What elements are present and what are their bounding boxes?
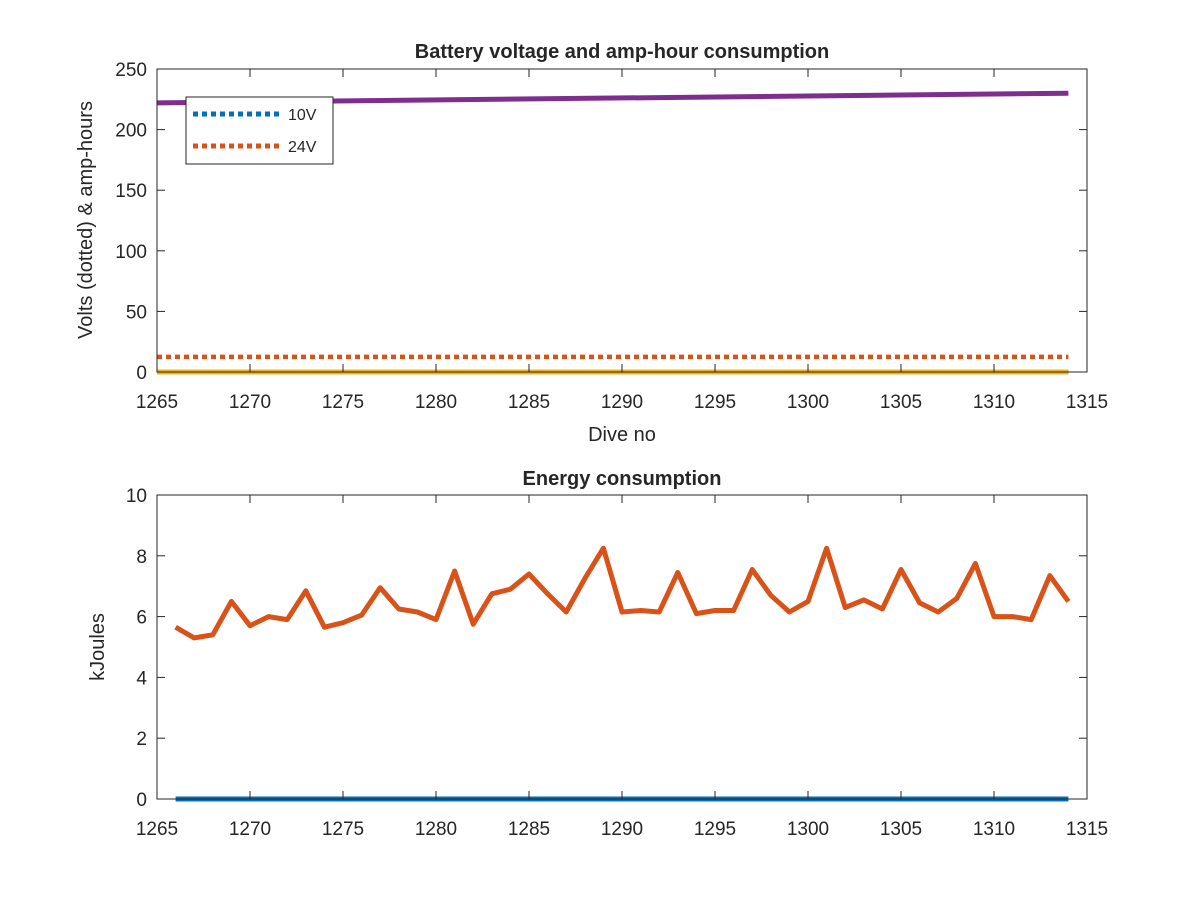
- top-y-tick-label: 100: [115, 242, 147, 263]
- top-x-tick-label: 1305: [880, 392, 922, 413]
- bottom-plot-area: [157, 495, 1087, 799]
- bottom-y-tick-label: 0: [136, 790, 147, 811]
- top-y-axis-label: Volts (dotted) & amp-hours: [75, 101, 97, 339]
- top-x-tick-label: 1270: [229, 392, 271, 413]
- bottom-subplot: 1265 1270 1275 1280 1285 1290 1295 1300 1305 1310…: [87, 468, 1108, 840]
- bottom-y-tick-label: 4: [136, 668, 147, 689]
- legend-label-24v: 24V: [288, 139, 317, 156]
- top-y-tick-label: 150: [115, 181, 147, 202]
- top-y-tick-label: 50: [126, 302, 147, 323]
- bottom-y-tick-label: 8: [136, 547, 147, 568]
- top-y-tick-label: 250: [115, 60, 147, 81]
- bottom-x-tick-label: 1265: [136, 819, 178, 840]
- legend-label-10v: 10V: [288, 107, 317, 124]
- legend-box: [185, 96, 334, 165]
- bottom-x-tick-label: 1305: [880, 819, 922, 840]
- bottom-x-tick-label: 1285: [508, 819, 550, 840]
- bottom-y-tick-label: 6: [136, 608, 147, 629]
- bottom-x-tick-label: 1290: [601, 819, 643, 840]
- bottom-chart-title: Energy consumption: [523, 468, 722, 490]
- top-y-tick-label: 0: [136, 363, 147, 384]
- top-chart-title: Battery voltage and amp-hour consumption: [415, 41, 829, 63]
- top-x-tick-label: 1300: [787, 392, 829, 413]
- bottom-x-tick-label: 1270: [229, 819, 271, 840]
- bottom-y-tick-label: 2: [136, 729, 147, 750]
- top-x-tick-label: 1275: [322, 392, 364, 413]
- bottom-series-line-series-1: [174, 545, 1071, 641]
- top-subplot: 1265 1270 1275 1280 1285 1290 1295 1300 1305 1310…: [75, 41, 1108, 446]
- bottom-x-tick-label: 1315: [1066, 819, 1108, 840]
- bottom-x-tick-label: 1310: [973, 819, 1015, 840]
- bottom-x-tick-label: 1280: [415, 819, 457, 840]
- bottom-ticks-group: 1265 1270 1275 1280 1285 1290 1295 1300 1305 1310…: [126, 486, 1108, 840]
- top-legend: 10V 24V: [185, 96, 334, 165]
- bottom-x-tick-label: 1275: [322, 819, 364, 840]
- top-x-tick-label: 1295: [694, 392, 736, 413]
- bottom-x-tick-label: 1300: [787, 819, 829, 840]
- top-x-tick-label: 1315: [1066, 392, 1108, 413]
- top-x-tick-label: 1290: [601, 392, 643, 413]
- top-x-tick-label: 1280: [415, 392, 457, 413]
- bottom-y-tick-label: 10: [126, 486, 147, 507]
- bottom-y-axis-label: kJoules: [87, 613, 109, 681]
- top-x-tick-label: 1265: [136, 392, 178, 413]
- top-x-tick-label: 1310: [973, 392, 1015, 413]
- top-y-tick-label: 200: [115, 121, 147, 142]
- top-x-axis-label: Dive no: [588, 424, 656, 446]
- top-ticks-group: 1265 1270 1275 1280 1285 1290 1295 1300 1305 1310…: [115, 60, 1108, 413]
- top-x-tick-label: 1285: [508, 392, 550, 413]
- bottom-x-tick-label: 1295: [694, 819, 736, 840]
